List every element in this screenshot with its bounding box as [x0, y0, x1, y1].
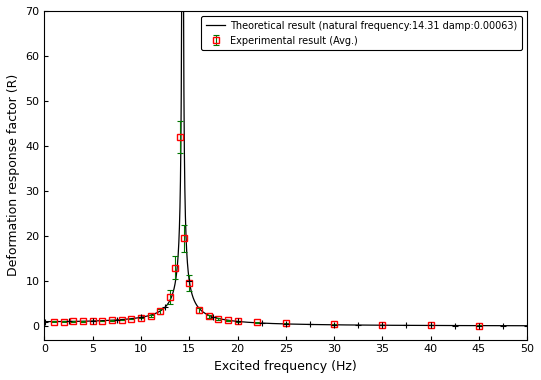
- Theoretical result (natural frequency:14.31 damp:0.00063): [351, 323, 358, 327]
- Theoretical result (natural frequency:14.31 damp:0.00063): [387, 323, 393, 328]
- Theoretical result (natural frequency:14.31 damp:0.00063): [492, 323, 499, 328]
- Line: Theoretical result (natural frequency:14.31 damp:0.00063): Theoretical result (natural frequency:14…: [44, 0, 527, 326]
- Theoretical result (natural frequency:14.31 damp:0.00063): [41, 319, 48, 324]
- X-axis label: Excited frequency (Hz): Excited frequency (Hz): [214, 360, 357, 373]
- Theoretical result (natural frequency:14.31 damp:0.00063): [269, 321, 276, 326]
- Y-axis label: Deformation response factor (R): Deformation response factor (R): [7, 74, 20, 276]
- Theoretical result (natural frequency:14.31 damp:0.00063): [524, 323, 530, 328]
- Theoretical result (natural frequency:14.31 damp:0.00063): [333, 323, 340, 327]
- Theoretical result (natural frequency:14.31 damp:0.00063): [162, 305, 168, 310]
- Legend: Theoretical result (natural frequency:14.31 damp:0.00063), Experimental result (: Theoretical result (natural frequency:14…: [201, 16, 522, 51]
